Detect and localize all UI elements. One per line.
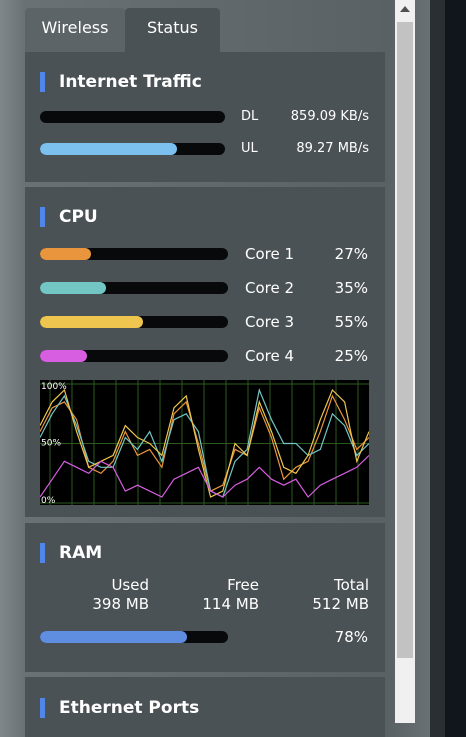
core-usage: 55% (334, 313, 368, 331)
title-accent (40, 543, 45, 563)
scroll-thumb[interactable] (397, 22, 413, 658)
meter-fill (40, 248, 91, 260)
core-usage: 35% (334, 279, 368, 297)
ram-header: Total (333, 576, 369, 594)
core-label: Core 2 (245, 279, 295, 297)
graph-tick-label: 0% (41, 496, 56, 505)
graph-line (40, 394, 369, 492)
graph-line (40, 388, 369, 498)
title-accent (40, 698, 45, 718)
meter-track (40, 248, 228, 260)
traffic-value: 89.27 MB/s (296, 141, 369, 156)
scrollbar[interactable] (395, 0, 415, 723)
core-label: Core 3 (245, 313, 295, 331)
section-title: Internet Traffic (59, 72, 202, 92)
ram-header: Free (227, 576, 259, 594)
meter-track (40, 111, 225, 123)
graph-tick-label: 50% (41, 439, 61, 449)
traffic-label: UL (241, 141, 258, 156)
section-title: RAM (59, 543, 103, 563)
meter-track (40, 143, 225, 155)
ram-value: 512 MB (312, 595, 369, 613)
meter-fill (40, 350, 87, 362)
title-accent (40, 72, 45, 92)
meter-track (40, 350, 228, 362)
graph-tick-label: 100% (41, 382, 67, 392)
core-usage: 27% (334, 245, 368, 263)
meter-track (40, 631, 228, 643)
section-title: CPU (59, 207, 98, 227)
meter-fill (40, 143, 177, 155)
graph-line (40, 454, 369, 498)
core-label: Core 1 (245, 245, 295, 263)
ram-value: 114 MB (202, 595, 259, 613)
section-title: Ethernet Ports (59, 698, 200, 718)
meter-fill (40, 316, 144, 328)
meter-fill (40, 631, 187, 643)
traffic-label: DL (241, 109, 259, 124)
ram-usage: 78% (334, 628, 368, 646)
ram-panel (25, 523, 385, 672)
ram-header: Used (111, 576, 149, 594)
meter-track (40, 316, 228, 328)
scroll-up-arrow[interactable] (400, 6, 410, 12)
meter-track (40, 282, 228, 294)
cpu-graph: 100% 50% 0% (40, 380, 369, 505)
core-label: Core 4 (245, 347, 295, 365)
core-usage: 25% (334, 347, 368, 365)
meter-fill (40, 282, 106, 294)
ram-value: 398 MB (92, 595, 149, 613)
traffic-value: 859.09 KB/s (290, 109, 369, 124)
title-accent (40, 207, 45, 227)
tab-status[interactable]: Status (125, 8, 220, 52)
tab-wireless[interactable]: Wireless (25, 8, 125, 52)
